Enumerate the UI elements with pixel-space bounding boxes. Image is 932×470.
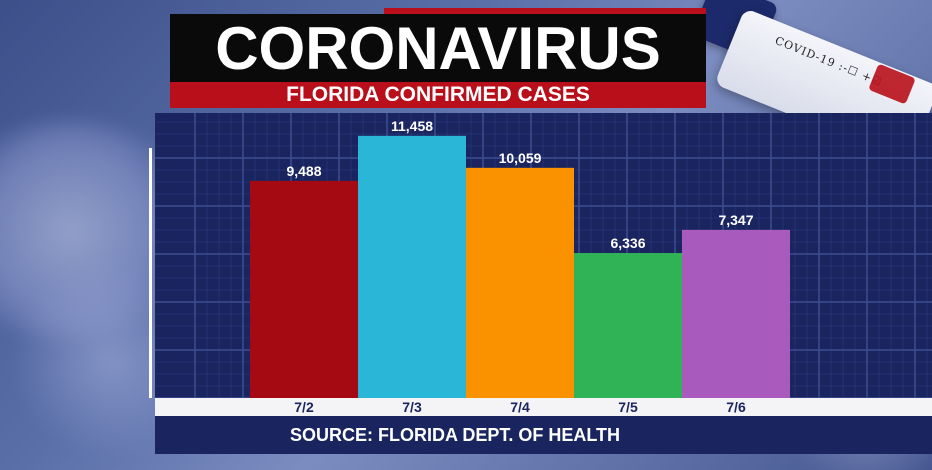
x-tick-label: 7/3 xyxy=(402,399,422,415)
chart-subtitle: FLORIDA CONFIRMED CASES xyxy=(286,83,590,106)
source-credit: SOURCE: FLORIDA DEPT. OF HEALTH xyxy=(290,424,620,445)
x-tick-label: 7/4 xyxy=(510,399,530,415)
x-tick-label: 7/6 xyxy=(726,399,746,415)
bar-7-4 xyxy=(466,167,574,398)
bar-7-5 xyxy=(574,253,682,398)
subtitle-banner xyxy=(170,82,706,108)
bar-7-6 xyxy=(682,229,790,398)
bar-value-label: 10,059 xyxy=(499,150,542,166)
source-bar xyxy=(155,416,932,454)
bar-7-2 xyxy=(250,180,358,398)
x-tick-label: 7/5 xyxy=(618,399,638,415)
bar-7-3 xyxy=(358,135,466,398)
y-axis-line xyxy=(149,148,152,398)
title-accent-bar xyxy=(384,8,706,16)
bar-value-label: 11,458 xyxy=(391,118,433,134)
chart-bars xyxy=(250,135,790,398)
x-tick-label: 7/2 xyxy=(294,399,314,415)
chart-value-labels: 9,488 11,458 10,059 6,336 7,347 xyxy=(286,118,753,251)
x-axis-strip xyxy=(155,398,932,416)
bar-value-label: 6,336 xyxy=(610,235,645,251)
bar-value-label: 9,488 xyxy=(286,163,321,179)
bar-chart: 9,488 11,458 10,059 6,336 7,347 xyxy=(155,113,932,398)
bar-value-label: 7,347 xyxy=(718,212,753,228)
page-title: CORONAVIRUS xyxy=(215,14,661,82)
title-banner xyxy=(170,14,706,82)
